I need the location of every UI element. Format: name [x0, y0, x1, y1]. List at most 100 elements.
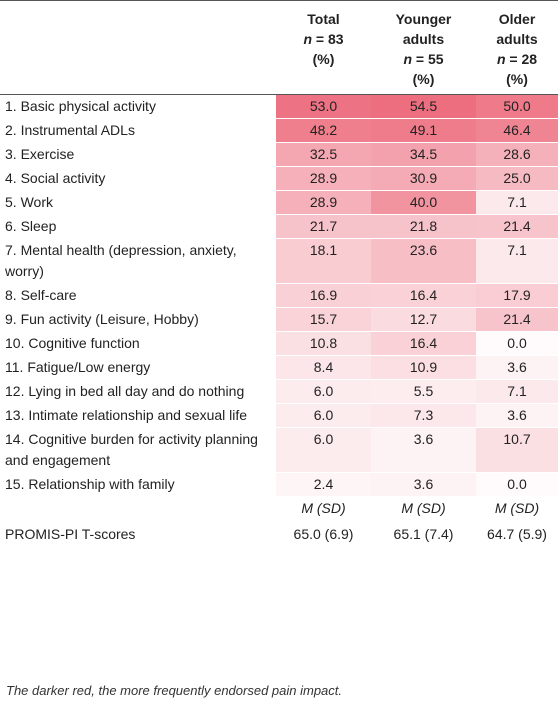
- cell-older: 21.4: [476, 214, 558, 239]
- cell-older: 7.1: [476, 190, 558, 215]
- table-note: The darker red, the more frequently endo…: [6, 683, 343, 698]
- header-item: [0, 1, 276, 95]
- cell-older: 3.6: [476, 355, 558, 380]
- cell-older: 50.0: [476, 94, 558, 119]
- cell-younger: 16.4: [371, 331, 476, 356]
- header-younger-line: Younger: [395, 11, 452, 27]
- n-symbol: n: [496, 51, 506, 67]
- header-row: Total n = 83 (%) Younger adults n = 55 (…: [0, 0, 558, 95]
- header-younger-line: n = 55: [403, 51, 444, 67]
- row-label: 1. Basic physical activity: [0, 94, 276, 119]
- cell-older: 3.6: [476, 403, 558, 428]
- header-total-line: Total: [307, 11, 340, 27]
- table-row: 3. Exercise 32.5 34.5 28.6: [0, 142, 558, 167]
- row-label: 12. Lying in bed all day and do nothing: [0, 379, 276, 404]
- cell-younger: 16.4: [371, 283, 476, 308]
- header-older-line: adults: [496, 31, 538, 47]
- table-row: 15. Relationship with family 2.4 3.6 0.0: [0, 472, 558, 497]
- row-label: 7. Mental health (depression, anxiety, w…: [0, 238, 276, 284]
- cell-younger: 12.7: [371, 307, 476, 332]
- msd-row: M (SD) M (SD) M (SD): [0, 496, 558, 521]
- table-row: 13. Intimate relationship and sexual lif…: [0, 403, 558, 428]
- cell-total: 53.0: [276, 94, 371, 119]
- promis-label: PROMIS-PI T-scores: [0, 520, 276, 549]
- msd-total: M (SD): [276, 496, 371, 521]
- cell-total: 28.9: [276, 190, 371, 215]
- cell-older: 7.1: [476, 379, 558, 404]
- cell-younger: 23.6: [371, 238, 476, 284]
- table-row: 2. Instrumental ADLs 48.2 49.1 46.4: [0, 118, 558, 143]
- cell-total: 8.4: [276, 355, 371, 380]
- row-label: 2. Instrumental ADLs: [0, 118, 276, 143]
- cell-total: 21.7: [276, 214, 371, 239]
- cell-older: 0.0: [476, 472, 558, 497]
- cell-total: 15.7: [276, 307, 371, 332]
- header-younger: Younger adults n = 55 (%): [371, 1, 476, 95]
- row-label: 13. Intimate relationship and sexual lif…: [0, 403, 276, 428]
- table-row: 5. Work 28.9 40.0 7.1: [0, 190, 558, 215]
- promis-row: PROMIS-PI T-scores 65.0 (6.9) 65.1 (7.4)…: [0, 520, 558, 549]
- promis-older: 64.7 (5.9): [476, 520, 558, 549]
- cell-older: 21.4: [476, 307, 558, 332]
- cell-younger: 3.6: [371, 472, 476, 497]
- cell-younger: 54.5: [371, 94, 476, 119]
- promis-total: 65.0 (6.9): [276, 520, 371, 549]
- cell-total: 28.9: [276, 166, 371, 191]
- table-row: 14. Cognitive burden for activity planni…: [0, 427, 558, 473]
- cell-younger: 21.8: [371, 214, 476, 239]
- cell-younger: 3.6: [371, 427, 476, 473]
- table-row: 4. Social activity 28.9 30.9 25.0: [0, 166, 558, 191]
- cell-younger: 7.3: [371, 403, 476, 428]
- cell-younger: 49.1: [371, 118, 476, 143]
- header-older-line: Older: [498, 11, 536, 27]
- header-younger-line: adults: [402, 31, 445, 47]
- header-total-line: n = 83: [303, 31, 344, 47]
- cell-total: 6.0: [276, 427, 371, 473]
- cell-total: 10.8: [276, 331, 371, 356]
- n-symbol: n: [403, 51, 413, 67]
- row-label: 6. Sleep: [0, 214, 276, 239]
- header-older-line: n = 28: [496, 51, 538, 67]
- cell-total: 6.0: [276, 379, 371, 404]
- header-older: Older adults n = 28 (%): [476, 1, 558, 95]
- cell-older: 17.9: [476, 283, 558, 308]
- cell-total: 18.1: [276, 238, 371, 284]
- cell-older: 10.7: [476, 427, 558, 473]
- cell-older: 25.0: [476, 166, 558, 191]
- n-symbol: n: [303, 31, 313, 47]
- table-row: 12. Lying in bed all day and do nothing 6…: [0, 379, 558, 404]
- cell-younger: 5.5: [371, 379, 476, 404]
- table-row: 11. Fatigue/Low energy 8.4 10.9 3.6: [0, 355, 558, 380]
- row-label: 11. Fatigue/Low energy: [0, 355, 276, 380]
- cell-total: 16.9: [276, 283, 371, 308]
- header-total: Total n = 83 (%): [276, 1, 371, 95]
- cell-total: 2.4: [276, 472, 371, 497]
- cell-older: 46.4: [476, 118, 558, 143]
- msd-label: [0, 496, 276, 521]
- row-label: 10. Cognitive function: [0, 331, 276, 356]
- row-label: 9. Fun activity (Leisure, Hobby): [0, 307, 276, 332]
- promis-younger: 65.1 (7.4): [371, 520, 476, 549]
- cell-younger: 40.0: [371, 190, 476, 215]
- table-row: 7. Mental health (depression, anxiety, w…: [0, 238, 558, 284]
- table-row: 1. Basic physical activity 53.0 54.5 50.0: [0, 94, 558, 119]
- row-label: 4. Social activity: [0, 166, 276, 191]
- pain-impact-table: Total n = 83 (%) Younger adults n = 55 (…: [0, 0, 558, 549]
- table-row: 9. Fun activity (Leisure, Hobby) 15.7 12.7…: [0, 307, 558, 332]
- row-label: 5. Work: [0, 190, 276, 215]
- cell-older: 28.6: [476, 142, 558, 167]
- header-older-line: (%): [506, 71, 528, 87]
- header-younger-line: (%): [412, 71, 435, 87]
- table-row: 10. Cognitive function 10.8 16.4 0.0: [0, 331, 558, 356]
- table-row: 6. Sleep 21.7 21.8 21.4: [0, 214, 558, 239]
- cell-older: 0.0: [476, 331, 558, 356]
- row-label: 3. Exercise: [0, 142, 276, 167]
- row-label: 8. Self-care: [0, 283, 276, 308]
- cell-younger: 34.5: [371, 142, 476, 167]
- cell-total: 6.0: [276, 403, 371, 428]
- table-row: 8. Self-care 16.9 16.4 17.9: [0, 283, 558, 308]
- header-total-line: (%): [312, 51, 335, 67]
- msd-younger: M (SD): [371, 496, 476, 521]
- row-label: 14. Cognitive burden for activity planni…: [0, 427, 276, 473]
